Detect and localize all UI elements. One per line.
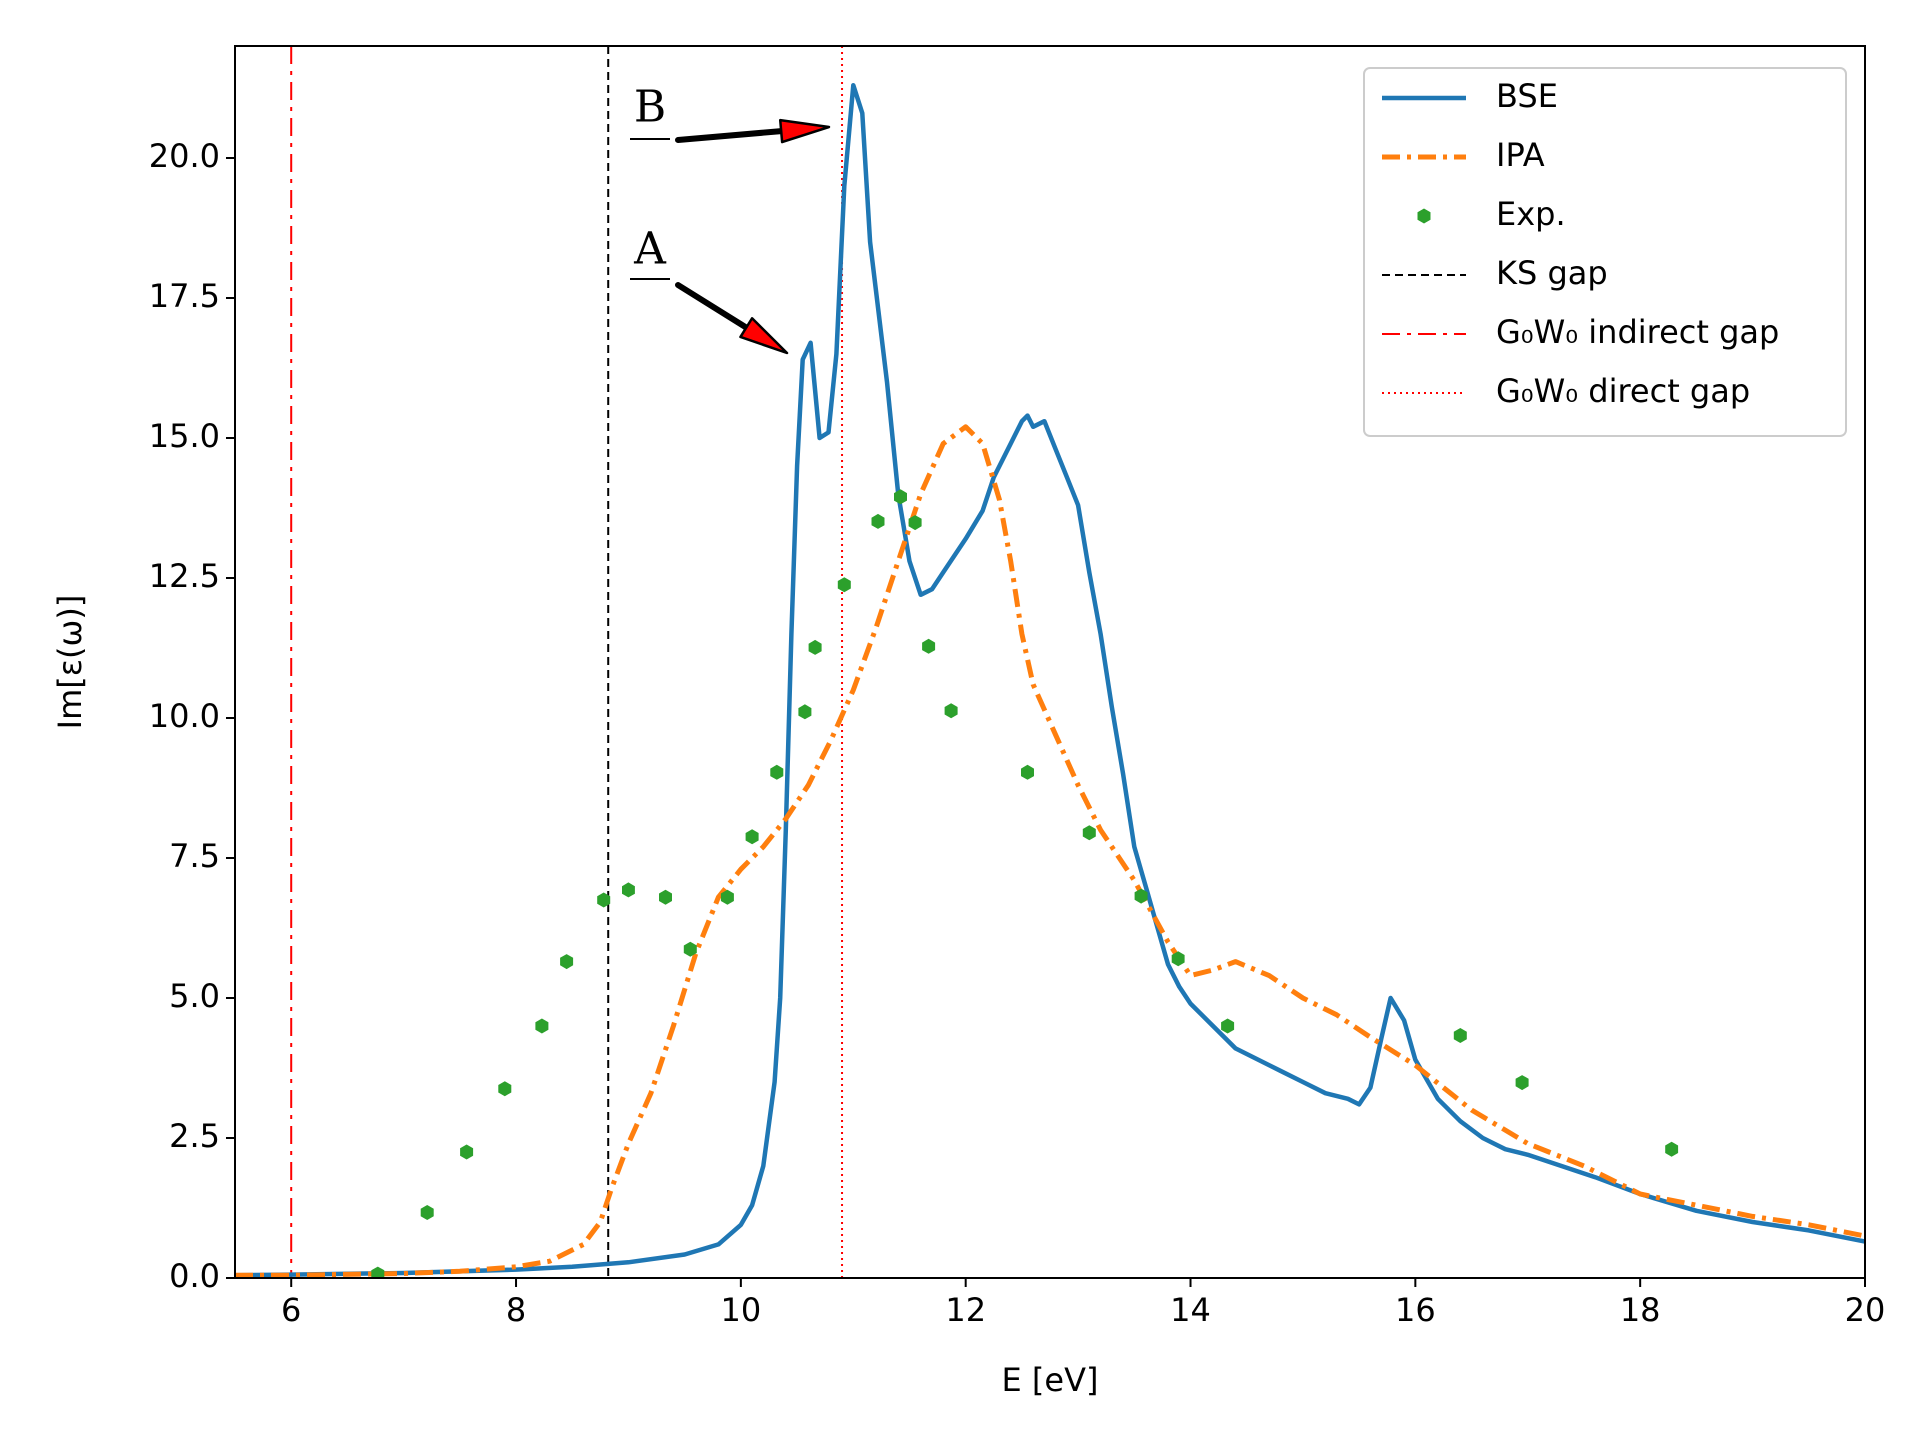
annotation-arrow-head [739,317,789,355]
x-tick-label: 12 [945,1291,986,1329]
data-point [1221,1018,1235,1034]
data-point [498,1081,512,1097]
data-point [560,954,574,970]
data-point [1134,888,1148,904]
annotation-label: B [634,82,666,133]
data-point [371,1266,385,1278]
data-point [837,577,851,593]
data-point [871,513,885,529]
legend: BSE IPA Exp. KS gap G₀W₀ indirect gap G₀W₀ di… [1363,67,1847,437]
data-point [659,889,672,905]
y-tick-label: 17.5 [149,277,220,315]
data-point [808,639,822,655]
data-point [1453,1028,1467,1043]
y-tick-label: 12.5 [149,557,220,595]
legend-label: G₀W₀ indirect gap [1496,313,1779,351]
data-point [922,638,936,654]
data-point [770,764,784,780]
legend-label: IPA [1496,136,1545,174]
data-point [1082,825,1096,841]
annotation-arrow-shaft [675,282,750,331]
series-group [235,46,1865,1278]
legend-frame [1363,67,1847,437]
y-tick-label: 7.5 [169,837,220,875]
y-axis-label: Im[ε(ω)] [51,595,89,730]
x-axis-label: E [eV] [1002,1361,1099,1399]
y-tick-label: 10.0 [149,697,220,735]
data-point [535,1018,549,1034]
x-tick-label: 6 [281,1291,301,1329]
y-tick-label: 5.0 [169,977,220,1015]
data-point [720,889,734,905]
x-tick-label: 20 [1845,1291,1886,1329]
y-tick-label: 20.0 [149,137,220,175]
legend-label: G₀W₀ direct gap [1496,372,1750,410]
data-point [798,704,812,720]
x-tick-label: 16 [1395,1291,1436,1329]
data-point [597,892,611,908]
plot-area: 6 8 10 12 14 16 18 20 0.0 2.5 5.0 7.5 10.0 12.5 15.0 17… [149,45,1886,1329]
data-point [944,703,958,719]
annotation-arrow-shaft [675,128,785,143]
legend-marker [1417,208,1431,224]
series-line [235,424,1865,1278]
data-point [460,1144,474,1160]
data-point [622,882,635,898]
data-point [1665,1141,1679,1157]
data-point [420,1205,434,1220]
axes-frame [234,45,1866,1279]
y-tick-label: 0.0 [169,1257,220,1295]
series-line [235,82,1865,1278]
x-tick-label: 10 [721,1291,762,1329]
x-tick-label: 14 [1170,1291,1211,1329]
y-tick-label: 2.5 [169,1117,220,1155]
data-point [894,489,907,505]
legend-label: BSE [1496,77,1558,115]
data-point [908,515,922,531]
data-point [745,829,759,845]
legend-label: Exp. [1496,195,1566,233]
data-point [1021,764,1034,780]
annotation-label: A [633,224,667,275]
legend-label: KS gap [1496,254,1608,292]
data-point [1171,951,1185,967]
annotation-arrow-head [778,118,831,144]
data-point [1515,1075,1529,1091]
x-tick-label: 18 [1620,1291,1661,1329]
x-tick-label: 8 [506,1291,526,1329]
y-tick-label: 15.0 [149,417,220,455]
data-point [683,941,697,957]
